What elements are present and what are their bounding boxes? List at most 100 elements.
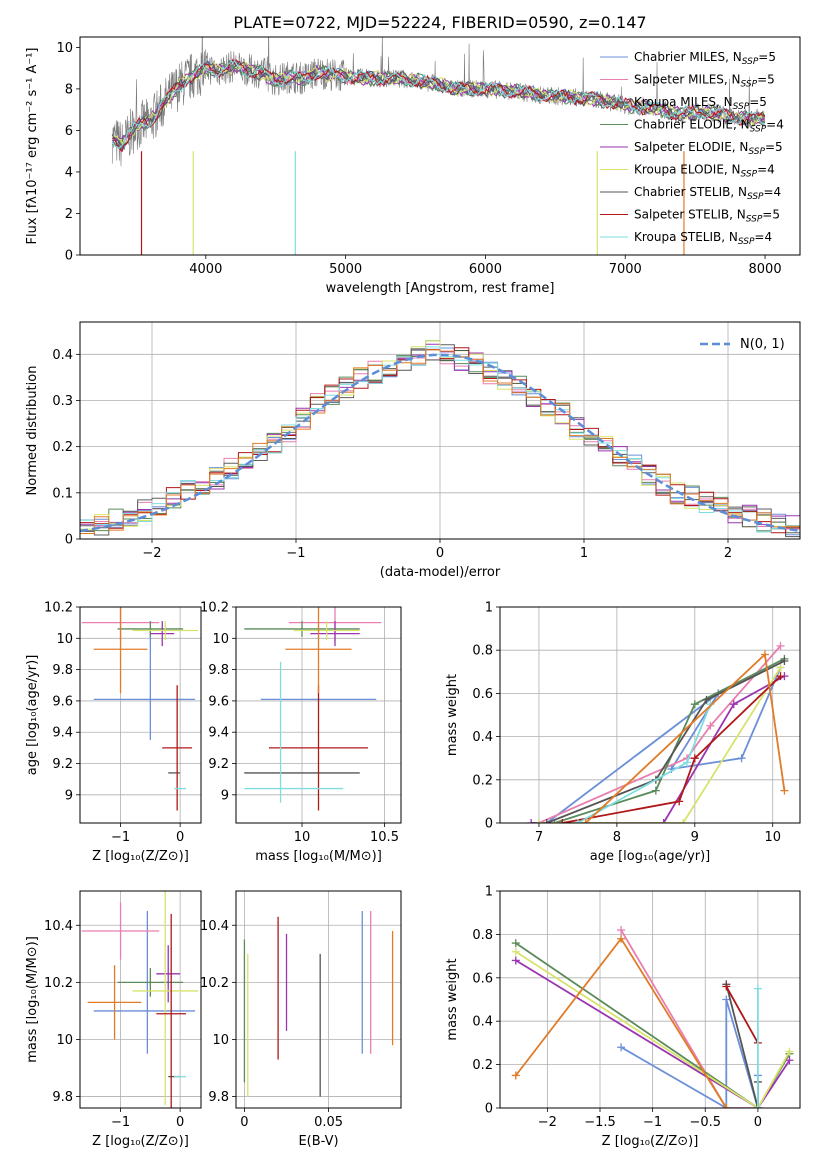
series-marker [785, 1056, 794, 1065]
y-tick-label: 0.4 [472, 1015, 493, 1030]
series-marker [683, 758, 692, 767]
legend-label: Salpeter MILES, NSSP=5 [634, 73, 775, 90]
series [542, 657, 789, 823]
spectrum-model-line [112, 59, 766, 153]
y-tick-label: 0.2 [52, 440, 73, 455]
axes-frame [79, 321, 801, 540]
errorbar-point [156, 945, 181, 1003]
series-marker [776, 663, 785, 672]
errorbar-point [293, 621, 360, 640]
errorbar-point [156, 913, 187, 1108]
series-line [577, 703, 712, 823]
series-marker [511, 947, 520, 956]
y-axis-label: Normed distribution [25, 366, 40, 496]
series-marker [675, 797, 684, 806]
series-line [538, 645, 782, 823]
x-axis-label: mass [log₁₀(M/M⊙)] [255, 849, 382, 864]
spectrum-model-line [111, 62, 766, 147]
x-axis-label: age [log₁₀(age/yr)] [590, 849, 711, 864]
errorbar-point [269, 685, 368, 811]
spectrum-model-line [111, 59, 766, 150]
x-axis-label: wavelength [Angstrom, rest frame] [326, 281, 555, 296]
axes-frame [79, 890, 202, 1109]
errorbar-point [310, 621, 360, 647]
series-marker [706, 721, 715, 730]
y-tick-label: 10 [212, 632, 229, 647]
series-marker [722, 995, 731, 1004]
errorbar-point [132, 621, 199, 640]
legend-item: Chabrier ELODIE, NSSP=4 [600, 118, 784, 135]
y-tick-label: 9.8 [52, 1090, 73, 1105]
axes-frame [499, 606, 801, 824]
series-marker [659, 819, 668, 823]
panel-mass_weight_vs_Z: −2 −1.5 −1 −0.5 0 0 0.2 0.4 0.6 0.8 1 Z [log₁₀(Z/Z⊙… [445, 885, 801, 1149]
y-tick-label: 0.8 [472, 644, 493, 659]
x-tick-label: 1 [580, 546, 588, 561]
series [534, 663, 785, 823]
series-marker [690, 700, 699, 709]
series-marker [753, 984, 762, 993]
axes-frame [499, 890, 801, 1109]
legend-label: Kroupa ELODIE, NSSP=4 [634, 163, 775, 180]
series-marker [542, 819, 551, 823]
y-tick-label: 10.4 [200, 919, 229, 934]
y-tick-label: 9.2 [52, 757, 73, 772]
legend-item: Salpeter ELODIE, NSSP=5 [600, 140, 783, 157]
errorbar-point [150, 621, 175, 647]
y-tick-label: 9.2 [208, 757, 229, 772]
series [550, 654, 789, 823]
series-marker [760, 650, 769, 659]
errorbar-point [162, 685, 193, 811]
y-tick-label: 0.6 [472, 971, 493, 986]
series [617, 926, 762, 1108]
errorbars [244, 607, 382, 811]
x-axis-label: Z [log₁₀(Z/Z⊙)] [92, 849, 189, 864]
y-tick-label: 1 [485, 885, 493, 900]
x-tick-label: −2 [538, 1115, 557, 1130]
x-tick-label: 7000 [609, 262, 642, 277]
y-tick-label: 0 [485, 1102, 493, 1117]
x-tick-label: −1 [111, 1115, 130, 1130]
series-marker [780, 786, 789, 795]
axes-frame [235, 890, 402, 1109]
y-tick-label: 10.2 [44, 601, 73, 616]
series-line [515, 959, 791, 1108]
axes-frame [79, 36, 801, 256]
series-marker [722, 982, 731, 991]
panel-mass_weight_vs_age: 7 8 9 10 0 0.2 0.4 0.6 0.8 1 age [log₁₀(age/yr)] ma… [445, 601, 801, 864]
x-axis-label: Z [log₁₀(Z/Z⊙)] [602, 1134, 699, 1149]
errorbar-point [132, 891, 199, 1106]
x-tick-label: 4000 [189, 262, 222, 277]
legend-label: Chabrier ELODIE, NSSP=4 [634, 118, 784, 135]
series-marker [722, 1104, 731, 1108]
y-tick-label: 4 [65, 165, 73, 180]
series-marker [511, 939, 520, 948]
series-marker [617, 926, 626, 935]
y-axis-label: mass weight [445, 674, 460, 756]
series-line [515, 951, 791, 1108]
legend-label: Salpeter STELIB, NSSP=5 [634, 208, 780, 225]
x-tick-label: 7 [535, 830, 543, 845]
y-tick-label: 9.4 [52, 726, 73, 741]
chart-title: PLATE=0722, MJD=52224, FIBERID=0590, z=0… [233, 13, 646, 32]
errorbar-point [285, 607, 352, 694]
series-marker [679, 819, 688, 823]
series-line [562, 675, 782, 823]
series-marker [581, 819, 590, 823]
x-tick-label: −1 [643, 1115, 662, 1130]
series-marker [776, 672, 785, 681]
legend-label: Chabrier STELIB, NSSP=4 [634, 185, 781, 202]
series-marker [737, 754, 746, 763]
errorbar-point [81, 902, 160, 960]
series-marker [690, 754, 699, 763]
x-tick-label: −1 [286, 546, 305, 561]
y-tick-label: 0.1 [52, 486, 73, 501]
series-lines [527, 641, 789, 823]
series-line [531, 675, 785, 823]
y-tick-label: 9 [65, 788, 73, 803]
series-marker [527, 819, 536, 823]
x-tick-label: −1 [111, 830, 130, 845]
y-tick-label: 9 [221, 788, 229, 803]
errorbar-point [244, 621, 360, 637]
